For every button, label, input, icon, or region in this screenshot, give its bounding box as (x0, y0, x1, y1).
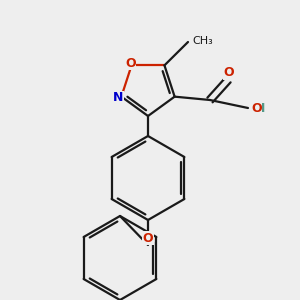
Text: O: O (251, 103, 262, 116)
Text: CH₃: CH₃ (192, 36, 213, 46)
Text: O: O (125, 57, 136, 70)
Text: O: O (224, 67, 234, 80)
Text: O: O (143, 232, 153, 244)
Text: N: N (113, 91, 124, 104)
Text: H: H (255, 103, 265, 116)
